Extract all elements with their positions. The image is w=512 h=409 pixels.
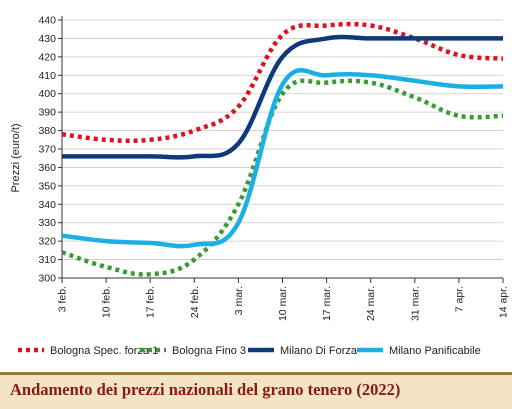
axes (61, 16, 503, 279)
legend: Bologna Spec. forza 1 Bologna Fino 3 Milan… (18, 345, 481, 357)
y-tick-label: 320 (38, 236, 56, 248)
x-tick-label: 3 mar. (233, 286, 245, 315)
legend-label: Milano Di Forza (280, 345, 358, 357)
y-tick-label: 410 (38, 70, 56, 82)
y-tick-label: 400 (38, 88, 56, 100)
chart-title: Andamento dei prezzi nazionali del grano… (10, 380, 401, 399)
line-chart: 300 310 320 330 340 350 360 370 380 390 400 410 420 4… (10, 15, 510, 358)
y-tick-label: 440 (38, 15, 56, 27)
legend-label: Milano Panificabile (389, 345, 481, 357)
y-tick-label: 420 (38, 51, 56, 63)
x-tick-label: 7 apr. (453, 286, 465, 312)
y-tick-label: 360 (38, 162, 56, 174)
series-line-milano-di-forza (61, 34, 503, 160)
x-tick-label: 24 mar. (365, 286, 377, 321)
series-line-bologna-spec-forza-1 (61, 21, 504, 144)
x-axis-ticks: 3 feb. 10 feb. 17 feb. 24 feb. 3 mar. 10 mar.… (57, 278, 510, 321)
y-axis-title: Prezzi (euro/t) (10, 123, 22, 192)
y-tick-label: 300 (38, 273, 56, 285)
x-tick-label: 14 apr. (498, 286, 510, 318)
series-line-milano-panificabile (61, 68, 504, 249)
y-tick-label: 310 (38, 254, 56, 266)
x-tick-label: 24 feb. (189, 286, 201, 318)
legend-label: Bologna Fino 3 (172, 345, 246, 357)
y-tick-label: 390 (38, 107, 56, 119)
y-tick-label: 370 (38, 144, 56, 156)
y-tick-label: 350 (38, 180, 56, 192)
y-tick-label: 380 (38, 125, 56, 137)
chart-footer: Andamento dei prezzi nazionali del grano… (0, 372, 512, 409)
x-tick-label: 3 feb. (57, 286, 69, 312)
x-tick-label: 17 mar. (321, 286, 333, 321)
y-tick-label: 330 (38, 217, 56, 229)
x-tick-label: 17 feb. (145, 286, 157, 318)
y-axis-ticks: 300 310 320 330 340 350 360 370 380 390 400 410 420 4… (38, 15, 62, 285)
y-tick-label: 340 (38, 199, 56, 211)
legend-label: Bologna Spec. forza 1 (50, 345, 158, 357)
x-tick-label: 31 mar. (409, 286, 421, 321)
x-tick-label: 10 mar. (277, 286, 289, 321)
chart-area: 300 310 320 330 340 350 360 370 380 390 400 410 420 4… (10, 15, 510, 358)
series-lines (61, 21, 504, 277)
series-line-bologna-fino-3 (61, 78, 504, 277)
x-tick-label: 10 feb. (101, 286, 113, 318)
y-tick-label: 430 (38, 33, 56, 45)
